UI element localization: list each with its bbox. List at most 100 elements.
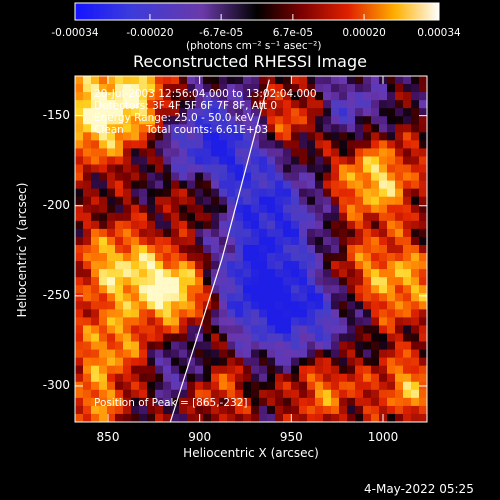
- heatmap-cell: [403, 244, 412, 254]
- heatmap-cell: [83, 100, 92, 109]
- heatmap-cell: [91, 236, 100, 246]
- heatmap-cell: [155, 188, 164, 198]
- heatmap-cell: [107, 277, 116, 286]
- heatmap-cell: [251, 357, 260, 367]
- heatmap-cell: [171, 188, 180, 198]
- heatmap-cell: [155, 164, 164, 174]
- heatmap-cell: [299, 341, 308, 351]
- heatmap-cell: [363, 373, 372, 383]
- heatmap-cell: [267, 156, 276, 166]
- heatmap-cell: [147, 100, 156, 109]
- heatmap-cell: [403, 413, 412, 422]
- heatmap-cell: [147, 196, 156, 206]
- heatmap-cell: [107, 228, 116, 238]
- heatmap-cell: [283, 212, 292, 222]
- colorbar-units: (photons cm⁻² s⁻¹ asec⁻²): [186, 40, 322, 52]
- heatmap-cell: [99, 220, 108, 230]
- heatmap-cell: [99, 156, 108, 166]
- heatmap-cell: [267, 132, 276, 141]
- heatmap-cell: [299, 124, 308, 133]
- heatmap-cell: [275, 285, 284, 294]
- heatmap-cell: [323, 261, 332, 270]
- heatmap-cell: [259, 172, 268, 182]
- heatmap-cell: [299, 261, 308, 270]
- heatmap-cell: [179, 325, 188, 335]
- heatmap-cell: [363, 341, 372, 351]
- heatmap-cell: [91, 140, 100, 150]
- heatmap-cell: [187, 108, 196, 117]
- heatmap-cell: [75, 76, 84, 85]
- heatmap-cell: [115, 365, 124, 375]
- heatmap-cell: [115, 148, 124, 158]
- heatmap-cell: [315, 309, 324, 318]
- heatmap-cell: [83, 285, 92, 294]
- heatmap-cell: [107, 381, 116, 391]
- heatmap-cell: [403, 285, 412, 294]
- heatmap-cell: [307, 381, 316, 391]
- heatmap-cell: [299, 293, 308, 302]
- heatmap-cell: [323, 317, 332, 327]
- heatmap-cell: [259, 236, 268, 246]
- heatmap-cell: [227, 108, 236, 117]
- heatmap-cell: [203, 204, 212, 214]
- heatmap-cell: [267, 172, 276, 182]
- heatmap-cell: [211, 180, 220, 190]
- heatmap-cell: [131, 204, 140, 214]
- heatmap-cell: [147, 172, 156, 182]
- heatmap-cell: [299, 373, 308, 383]
- heatmap-cell: [275, 84, 284, 93]
- heatmap-cell: [259, 156, 268, 166]
- heatmap-cell: [187, 124, 196, 133]
- heatmap-cell: [179, 220, 188, 230]
- heatmap-cell: [91, 325, 100, 335]
- heatmap-cell: [387, 236, 396, 246]
- heatmap-cell: [379, 357, 388, 367]
- heatmap-cell: [115, 116, 124, 125]
- heatmap-cell: [219, 108, 228, 117]
- heatmap-cell: [227, 373, 236, 383]
- heatmap-cell: [323, 76, 332, 85]
- heatmap-cell: [91, 92, 100, 101]
- heatmap-cell: [123, 212, 132, 222]
- heatmap-cell: [371, 397, 380, 407]
- heatmap-cell: [347, 204, 356, 214]
- heatmap-cell: [315, 220, 324, 230]
- heatmap-cell: [355, 349, 364, 359]
- heatmap-cell: [203, 108, 212, 117]
- heatmap-cell: [283, 172, 292, 182]
- heatmap-cell: [155, 204, 164, 214]
- heatmap-cell: [283, 389, 292, 399]
- heatmap-cell: [227, 76, 236, 85]
- heatmap-cell: [115, 76, 124, 85]
- heatmap-cell: [179, 156, 188, 166]
- heatmap-cell: [139, 228, 148, 238]
- heatmap-cell: [99, 108, 108, 117]
- heatmap-cell: [275, 164, 284, 174]
- heatmap-cell: [155, 220, 164, 230]
- heatmap-cell: [363, 148, 372, 158]
- heatmap-cell: [179, 244, 188, 254]
- heatmap-cell: [203, 212, 212, 222]
- heatmap-cell: [155, 76, 164, 85]
- heatmap-cell: [403, 381, 412, 391]
- heatmap-cell: [83, 277, 92, 286]
- heatmap-cell: [275, 333, 284, 343]
- heatmap-cell: [83, 84, 92, 93]
- heatmap-cell: [139, 277, 148, 286]
- heatmap-cell: [411, 397, 420, 407]
- heatmap-cell: [75, 357, 84, 367]
- heatmap-cell: [307, 212, 316, 222]
- heatmap-cell: [131, 325, 140, 335]
- heatmap-cell: [355, 116, 364, 125]
- heatmap-cell: [155, 381, 164, 391]
- heatmap-cell: [259, 365, 268, 375]
- heatmap-cell: [83, 244, 92, 254]
- heatmap-cell: [363, 349, 372, 359]
- heatmap-cell: [99, 180, 108, 190]
- heatmap-cell: [307, 269, 316, 278]
- heatmap-cell: [107, 405, 116, 415]
- heatmap-cell: [139, 100, 148, 109]
- heatmap-cell: [203, 188, 212, 198]
- heatmap-cell: [155, 132, 164, 141]
- heatmap-cell: [315, 188, 324, 198]
